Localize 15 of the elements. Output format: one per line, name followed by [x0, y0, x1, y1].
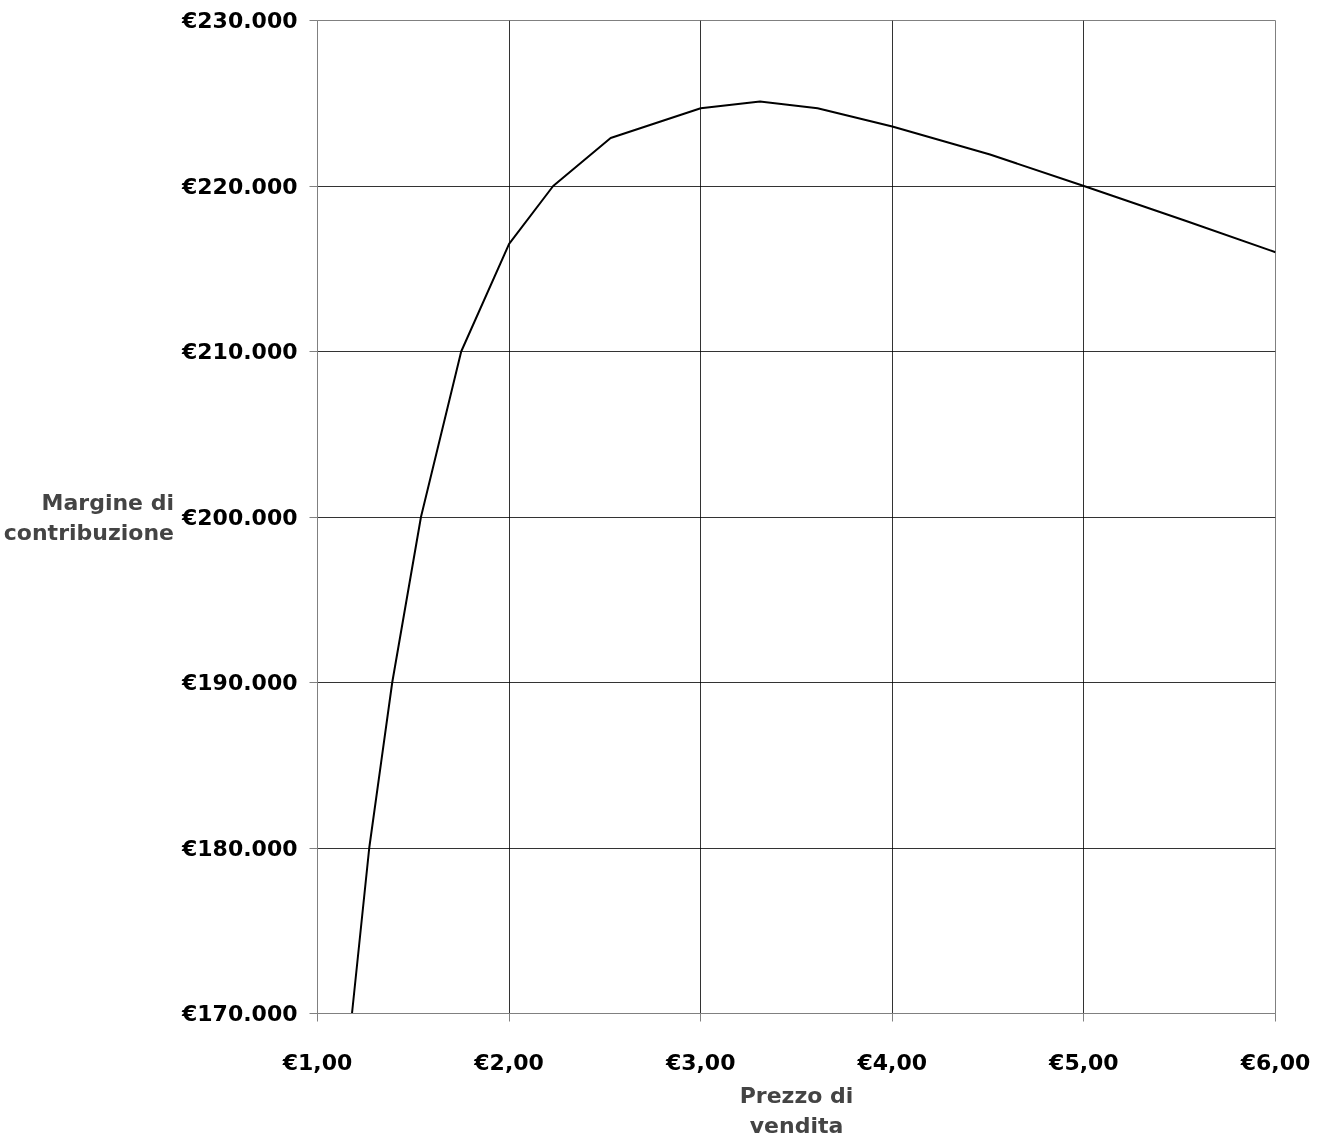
y-tick-label: €190.000 — [180, 670, 298, 695]
x-tick-label: €4,00 — [856, 1049, 928, 1075]
x-tick-label: €3,00 — [664, 1049, 736, 1075]
y-tick-label: €210.000 — [180, 339, 298, 364]
x-tick-label: €2,00 — [473, 1049, 544, 1075]
y-tick-label: €200.000 — [180, 504, 298, 530]
x-tick-label: €6,00 — [1239, 1049, 1311, 1075]
x-axis-title: Prezzo di vendita — [739, 1082, 854, 1138]
y-tick-label: €220.000 — [180, 173, 298, 199]
x-tick-label: €5,00 — [1048, 1049, 1119, 1075]
y-tick-label: €180.000 — [180, 835, 298, 861]
x-tick-label: €1,00 — [281, 1049, 353, 1075]
y-tick-label: €230.000 — [180, 8, 298, 33]
y-axis-title: Margine di contribuzione — [3, 489, 174, 545]
y-tick-label: €170.000 — [180, 1001, 298, 1026]
